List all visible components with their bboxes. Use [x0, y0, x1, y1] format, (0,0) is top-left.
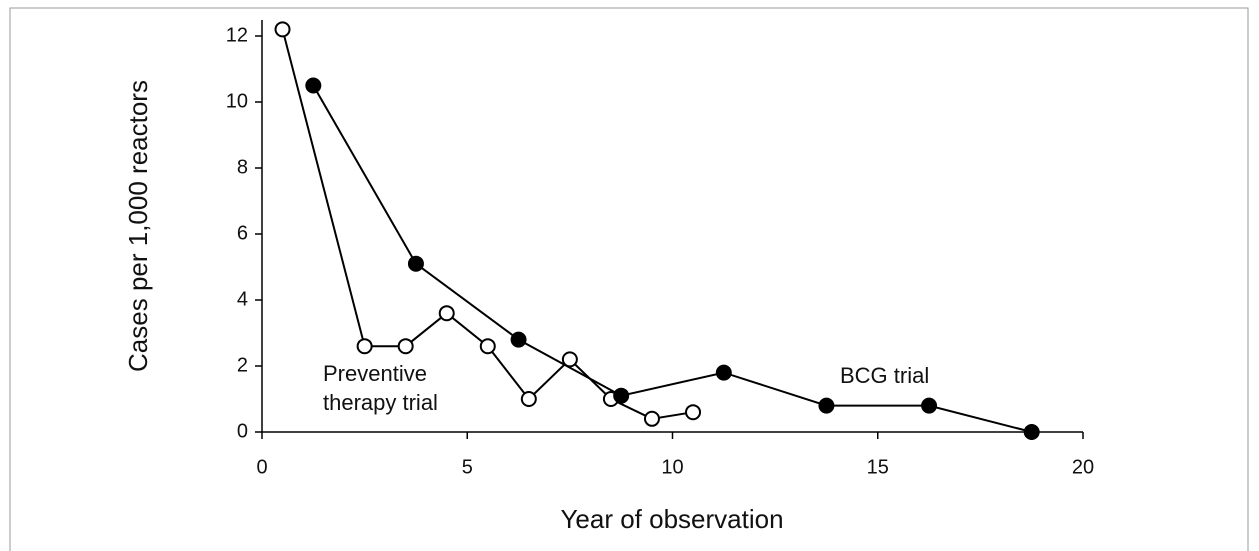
data-point	[520, 391, 537, 407]
data-point	[561, 351, 578, 368]
x-tick-label: 0	[256, 456, 267, 478]
data-point	[356, 338, 373, 355]
series-line	[281, 29, 694, 420]
x-axis-title: Year of observation	[560, 504, 783, 534]
series-line	[312, 85, 1032, 433]
series-label: Preventive therapy trial	[323, 361, 438, 415]
y-tick-label: 12	[226, 24, 248, 46]
data-point	[397, 338, 414, 355]
series-label: BCG trial	[840, 363, 929, 388]
data-point	[407, 255, 424, 272]
data-point	[643, 410, 660, 427]
data-point	[305, 77, 322, 94]
data-point	[274, 21, 291, 38]
frame	[9, 7, 1249, 551]
data-point	[685, 404, 702, 421]
y-tick-label: 0	[237, 420, 248, 442]
x-tick-label: 20	[1072, 456, 1094, 478]
data-point	[921, 397, 938, 414]
y-tick-label: 2	[237, 354, 248, 376]
data-point	[510, 331, 527, 348]
y-axis-title: Cases per 1,000 reactors	[123, 80, 153, 372]
y-tick-label: 4	[237, 288, 248, 310]
x-tick-label: 10	[661, 456, 683, 478]
y-tick-label: 8	[237, 156, 248, 178]
x-tick-label: 5	[462, 456, 473, 478]
data-point	[715, 364, 732, 381]
data-point	[1023, 424, 1040, 440]
data-point	[479, 338, 496, 355]
y-tick-label: 6	[237, 222, 248, 244]
x-tick-label: 15	[867, 456, 889, 478]
data-point	[438, 305, 455, 322]
y-tick-label: 10	[226, 90, 248, 112]
data-point	[818, 397, 835, 414]
data-point	[613, 387, 630, 404]
